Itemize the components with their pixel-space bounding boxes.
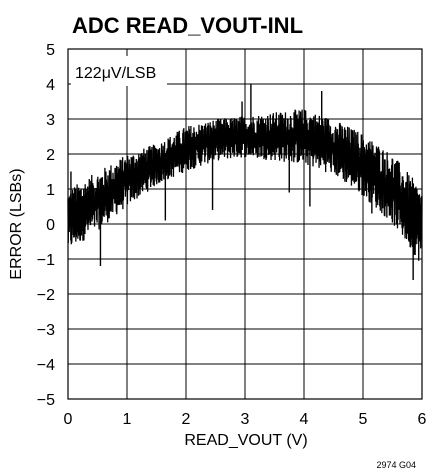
x-tick-label: 4 (300, 411, 309, 428)
y-tick-label: −1 (37, 252, 55, 269)
figure-id: 2974 G04 (376, 460, 416, 470)
y-tick-label: 3 (46, 112, 55, 129)
x-tick-label: 1 (123, 411, 132, 428)
x-tick-label: 3 (241, 411, 250, 428)
y-axis-label: ERROR (LSBs) (8, 168, 25, 279)
y-tick-label: 2 (46, 147, 55, 164)
y-tick-label: 0 (46, 217, 55, 234)
data-trace (67, 84, 423, 280)
x-tick-label: 5 (359, 411, 368, 428)
x-tick-labels: 0 1 2 3 4 5 6 (64, 411, 426, 428)
y-tick-label: 1 (46, 182, 55, 199)
x-tick-label: 0 (64, 411, 73, 428)
inl-trace (67, 109, 423, 261)
x-tick-label: 6 (418, 411, 426, 428)
lsb-annotation: 122μV/LSB (75, 65, 156, 82)
x-axis-label: READ_VOUT (V) (184, 432, 307, 449)
y-tick-label: 4 (46, 77, 55, 94)
y-tick-label: −4 (37, 357, 55, 374)
plot-frame (67, 48, 423, 400)
annotation-box (71, 56, 167, 86)
y-tick-label: −2 (37, 287, 55, 304)
chart-title: ADC READ_VOUT-INL (72, 13, 303, 38)
y-tick-label: −3 (37, 322, 55, 339)
x-tick-label: 2 (182, 411, 191, 428)
y-tick-labels: 5 4 3 2 1 0 −1 −2 −3 −4 −5 (37, 42, 55, 409)
y-tick-label: 5 (46, 42, 55, 59)
y-tick-label: −5 (37, 392, 55, 409)
